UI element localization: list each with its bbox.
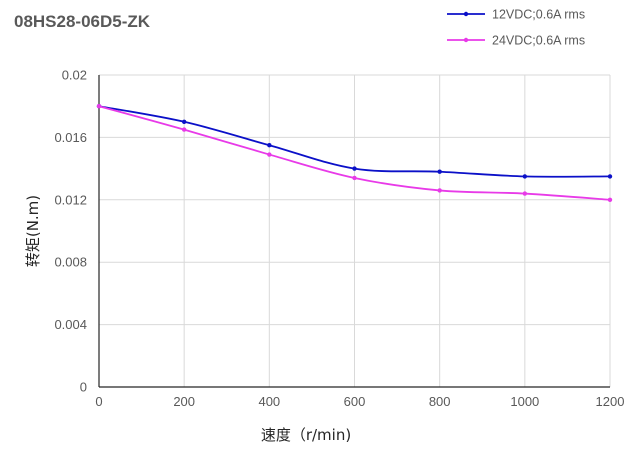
- x-tick-label: 800: [429, 394, 451, 409]
- x-axis-label: 速度（r/min): [261, 426, 351, 444]
- legend-label-2: 24VDC;0.6A rms: [492, 34, 585, 48]
- series-lines: [96, 104, 613, 202]
- y-tick-label: 0: [80, 380, 87, 395]
- legend-label-1: 12VDC;0.6A rms: [492, 8, 585, 22]
- data-point: [267, 143, 272, 148]
- x-tick-labels: 0 200 400 600 800 1000 1200: [95, 394, 624, 409]
- x-tick-label: 400: [258, 394, 280, 409]
- y-tick-labels: 0 0.004 0.008 0.012 0.016 0.02: [54, 68, 87, 395]
- y-tick-label: 0.004: [54, 317, 87, 332]
- y-tick-label: 0.008: [54, 255, 87, 270]
- data-point: [96, 104, 102, 109]
- data-point: [352, 175, 357, 181]
- legend-marker-1: [463, 11, 469, 17]
- data-point: [607, 197, 613, 202]
- data-point: [352, 166, 357, 171]
- y-tick-label: 0.012: [54, 192, 87, 207]
- legend-marker-2: [463, 37, 469, 43]
- data-point: [607, 174, 613, 179]
- x-tick-label: 1200: [596, 394, 625, 409]
- x-tick-label: 600: [344, 394, 366, 409]
- data-point: [522, 174, 528, 179]
- data-point: [267, 152, 272, 157]
- y-axis-label: 转矩(N.m): [24, 195, 42, 267]
- y-tick-label: 0.016: [54, 130, 87, 145]
- data-point: [181, 127, 187, 132]
- x-tick-label: 0: [95, 394, 102, 409]
- data-point: [181, 119, 187, 125]
- x-tick-label: 200: [173, 394, 195, 409]
- axes: [98, 75, 610, 388]
- legend: 12VDC;0.6A rms 24VDC;0.6A rms: [447, 8, 585, 48]
- y-tick-label: 0.02: [62, 68, 87, 83]
- data-point: [522, 191, 528, 196]
- x-tick-label: 1000: [510, 394, 539, 409]
- data-point: [437, 169, 442, 174]
- data-point: [437, 188, 442, 193]
- chart-title: 08HS28-06D5-ZK: [14, 12, 151, 31]
- gridlines: [99, 74, 611, 387]
